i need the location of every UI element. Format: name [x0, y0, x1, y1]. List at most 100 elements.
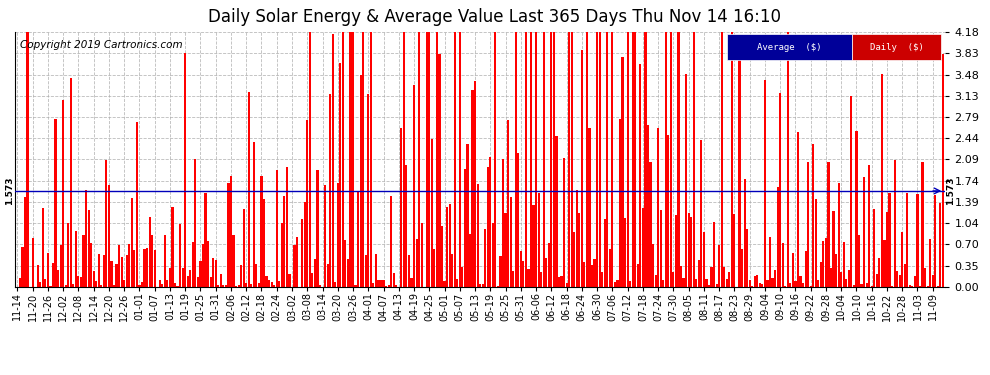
Bar — [497, 286, 499, 287]
Bar — [870, 286, 873, 287]
Bar — [896, 271, 898, 287]
Bar — [466, 144, 468, 287]
Bar — [268, 280, 270, 287]
Bar — [215, 260, 217, 287]
Bar — [523, 261, 525, 287]
Bar — [784, 286, 786, 287]
Bar — [847, 270, 849, 287]
Bar — [314, 259, 316, 287]
Bar — [758, 283, 761, 287]
Bar — [27, 32, 29, 287]
Bar — [583, 262, 585, 287]
Bar — [810, 286, 812, 287]
Bar — [116, 264, 118, 287]
Bar — [270, 282, 272, 287]
Bar — [599, 32, 601, 287]
Bar — [533, 205, 535, 287]
Bar — [354, 285, 356, 287]
Bar — [800, 276, 802, 287]
Bar — [194, 159, 196, 287]
Bar — [59, 245, 61, 287]
Bar — [202, 244, 204, 287]
Bar — [207, 240, 209, 287]
Bar — [413, 86, 415, 287]
Bar — [273, 285, 275, 287]
Bar — [364, 255, 367, 287]
Bar — [688, 213, 690, 287]
Bar — [296, 237, 298, 287]
Bar — [662, 280, 664, 287]
Bar — [502, 159, 504, 287]
Bar — [825, 238, 827, 287]
Bar — [888, 193, 891, 287]
Bar — [909, 285, 911, 287]
Bar — [611, 32, 614, 287]
Bar — [319, 285, 321, 287]
Bar — [45, 279, 47, 287]
Bar — [708, 285, 710, 287]
Bar — [235, 286, 238, 287]
Bar — [761, 284, 763, 287]
Bar — [171, 207, 173, 287]
Bar — [675, 215, 677, 287]
Bar — [436, 32, 438, 287]
Bar — [223, 285, 225, 287]
Bar — [126, 255, 128, 287]
Bar — [820, 262, 822, 287]
Bar — [586, 32, 588, 287]
Bar — [789, 284, 791, 287]
Bar — [860, 284, 862, 287]
Bar — [281, 223, 283, 287]
Bar — [787, 32, 789, 287]
Bar — [85, 190, 87, 287]
Bar — [563, 158, 565, 287]
Bar — [335, 282, 337, 287]
Bar — [184, 54, 186, 287]
Bar — [617, 280, 619, 287]
Bar — [217, 285, 220, 287]
Bar — [169, 268, 171, 287]
Bar — [121, 256, 123, 287]
Bar — [174, 283, 176, 287]
Bar — [850, 96, 852, 287]
Bar — [700, 140, 703, 287]
Bar — [868, 165, 870, 287]
Bar — [512, 271, 514, 287]
Bar — [346, 259, 349, 287]
Bar — [64, 285, 66, 287]
Bar — [805, 252, 807, 287]
Bar — [581, 50, 583, 287]
Bar — [82, 235, 84, 287]
Bar — [912, 286, 914, 287]
Bar — [72, 284, 74, 287]
Bar — [220, 274, 222, 287]
Bar — [141, 282, 144, 287]
Bar — [257, 283, 260, 287]
Bar — [123, 280, 126, 287]
Bar — [685, 74, 687, 287]
Bar — [342, 32, 344, 287]
Bar — [922, 162, 924, 287]
Bar — [265, 276, 267, 287]
Bar — [817, 280, 820, 287]
Bar — [408, 255, 410, 287]
Bar — [886, 212, 888, 287]
Bar — [682, 278, 685, 287]
Bar — [77, 276, 79, 287]
Bar — [815, 199, 817, 287]
Bar — [711, 267, 713, 287]
Bar — [591, 264, 593, 287]
Bar — [448, 204, 450, 287]
Bar — [301, 219, 303, 287]
Bar — [324, 184, 326, 287]
Bar — [876, 274, 878, 287]
Bar — [288, 274, 290, 287]
Bar — [530, 32, 532, 287]
Bar — [677, 32, 679, 287]
Bar — [67, 223, 69, 287]
Bar — [118, 245, 120, 287]
Bar — [317, 170, 319, 287]
Bar — [807, 162, 809, 287]
Bar — [311, 273, 314, 287]
Bar — [105, 160, 108, 287]
